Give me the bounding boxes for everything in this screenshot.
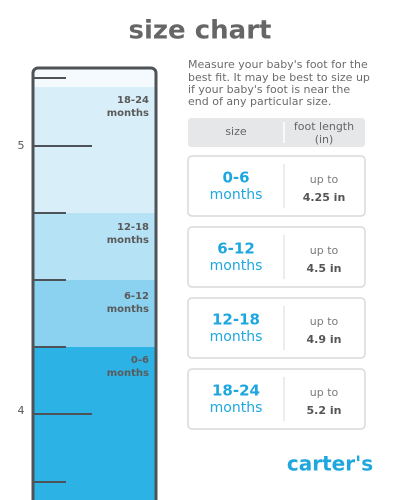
row-card [187,368,366,430]
ruler-mark: 5 [18,139,25,152]
header-length: foot length [294,120,354,133]
row-size: 18-24 [212,382,260,400]
row-prefix: up to [310,244,339,257]
brand-logo: carter's [287,452,373,476]
row-length: 4.5 in [307,262,342,275]
description: Measure your baby's foot for the best fi… [188,58,370,108]
description-line: end of any particular size. [188,95,331,108]
band-label: 6-12 [124,291,149,302]
row-length: 4.25 in [303,191,346,204]
row-card [187,155,366,217]
title: size chart [129,16,272,46]
band-label: months [107,235,149,246]
row-unit: months [210,329,263,345]
row-prefix: up to [310,315,339,328]
row-unit: months [210,400,263,416]
row-length: 4.9 in [307,333,342,346]
row-prefix: up to [310,173,339,186]
row-size: 12-18 [212,311,260,329]
table-header: size foot length (in) [188,118,365,147]
header-size: size [225,125,247,138]
band-label: months [107,304,149,315]
band-label: 18-24 [117,95,149,106]
row-size: 6-12 [217,240,255,258]
header-bg [188,118,365,147]
row-length: 5.2 in [307,404,342,417]
description-line: if your baby's foot is near the [188,83,350,96]
ruler: 5 4 18-24 months 12-18 months 6-12 month… [18,66,158,500]
band-18-24 [34,87,155,213]
row-card [187,297,366,359]
band-0-6 [34,347,155,500]
band-label: 0-6 [131,355,149,366]
band-label: months [107,368,149,379]
row-size: 0-6 [222,169,249,187]
ruler-mark: 4 [18,404,25,417]
band-label: months [107,108,149,119]
band-6-12 [34,280,155,347]
description-line: best fit. It may be best to size up [188,71,370,84]
row-unit: months [210,187,263,203]
header-length: (in) [315,133,334,146]
row-prefix: up to [310,386,339,399]
row-unit: months [210,258,263,274]
row-card [187,226,366,288]
description-line: Measure your baby's foot for the [188,58,368,71]
band-12-18 [34,213,155,280]
band-label: 12-18 [117,222,149,233]
